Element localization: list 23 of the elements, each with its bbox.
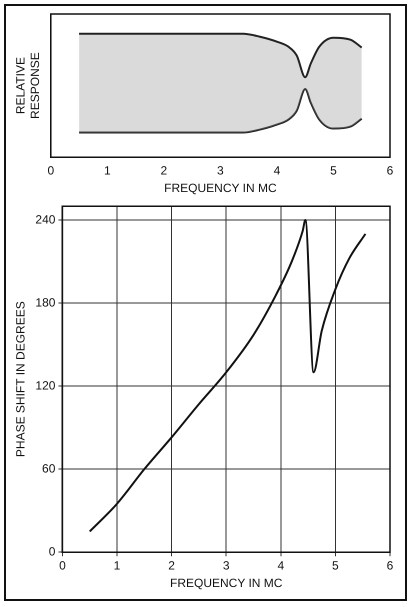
x-tick-label: 5: [330, 164, 338, 178]
x-tick-label: 2: [160, 164, 168, 178]
y-tick-label: 120: [35, 378, 56, 392]
x-tick-label: 6: [386, 164, 394, 178]
y-tick-label: 60: [42, 461, 56, 476]
y-tick-label: 0: [48, 544, 56, 559]
y-axis-title: RELATIVE RESPONSE: [14, 52, 42, 119]
x-tick-label: 6: [386, 558, 394, 573]
x-tick-label: 5: [332, 558, 340, 573]
x-tick-label: 3: [217, 164, 224, 178]
y-axis-title: PHASE SHIFT IN DEGREES: [14, 301, 28, 458]
x-tick-label: 1: [114, 558, 121, 573]
x-tick-label: 0: [59, 558, 66, 573]
line-series: [88, 219, 366, 532]
y-tick-label: 240: [35, 212, 56, 226]
x-axis-title: FREQUENCY IN MC: [164, 181, 277, 196]
x-tick-label: 4: [277, 558, 284, 573]
x-tick-label: 4: [274, 164, 281, 178]
x-axis-title: FREQUENCY IN MC: [170, 576, 283, 590]
x-tick-label: 1: [104, 164, 111, 178]
x-tick-label: 2: [168, 558, 176, 573]
y-tick-label: 180: [35, 295, 56, 310]
x-tick-label: 3: [222, 558, 230, 573]
